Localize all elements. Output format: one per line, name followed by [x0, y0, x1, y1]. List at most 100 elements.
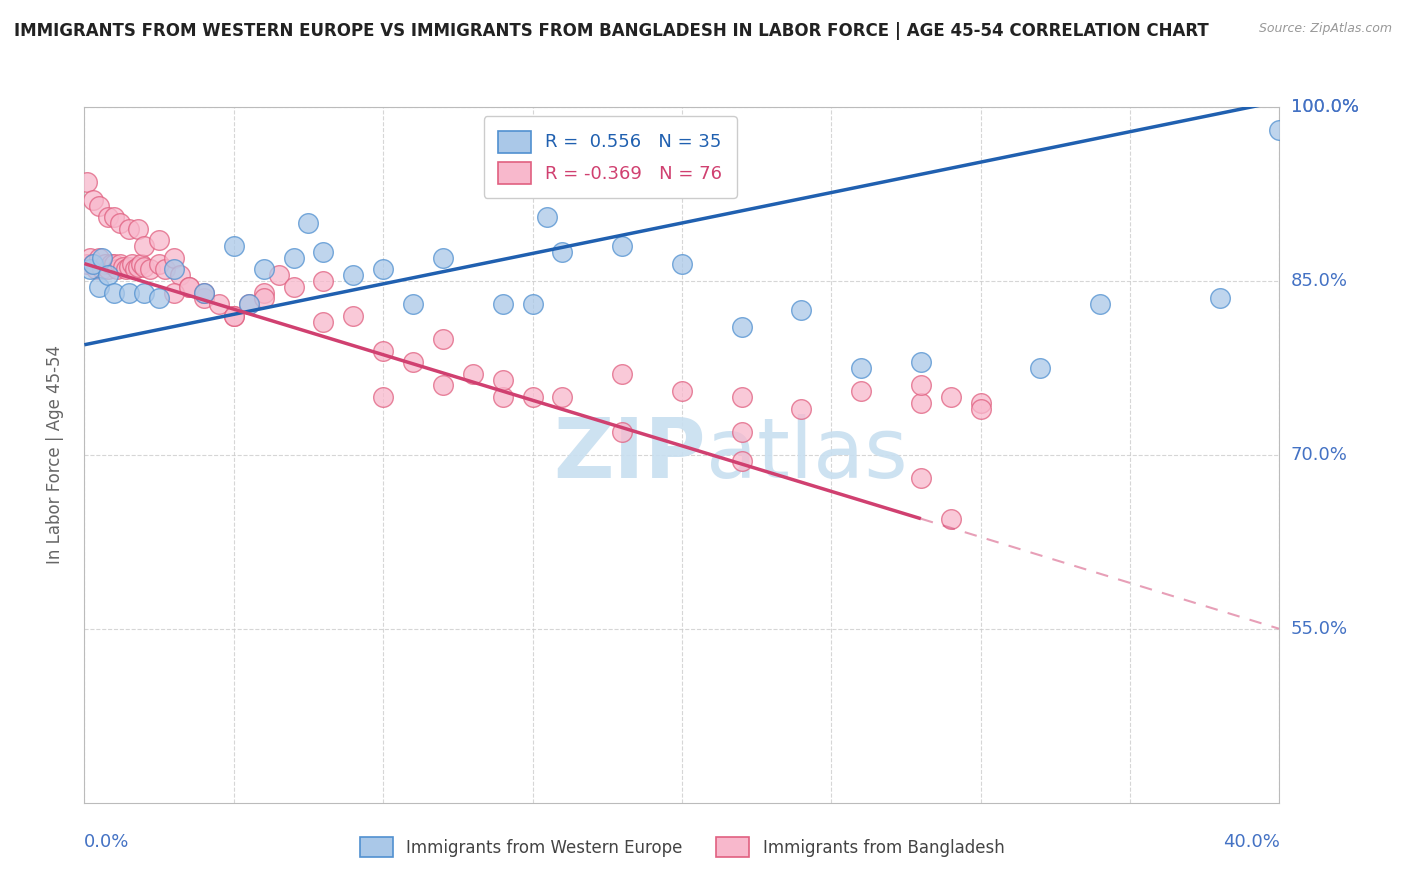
- Text: 0.0%: 0.0%: [84, 833, 129, 851]
- Point: [132, 260, 156, 274]
- Point: [536, 211, 558, 225]
- Point: [79, 262, 101, 277]
- Point: [163, 262, 186, 277]
- Point: [121, 257, 143, 271]
- Point: [132, 285, 156, 300]
- Point: [163, 285, 186, 300]
- Point: [94, 257, 117, 271]
- Point: [671, 384, 693, 398]
- Text: ZIP: ZIP: [554, 415, 706, 495]
- Text: 100.0%: 100.0%: [1291, 98, 1358, 116]
- Point: [127, 260, 149, 274]
- Text: IMMIGRANTS FROM WESTERN EUROPE VS IMMIGRANTS FROM BANGLADESH IN LABOR FORCE | AG: IMMIGRANTS FROM WESTERN EUROPE VS IMMIGR…: [14, 22, 1209, 40]
- Point: [127, 222, 149, 236]
- Point: [86, 262, 108, 277]
- Point: [97, 211, 120, 225]
- Point: [1208, 291, 1232, 305]
- Point: [253, 291, 276, 305]
- Point: [402, 297, 425, 311]
- Point: [124, 262, 146, 277]
- Point: [910, 396, 932, 410]
- Point: [103, 211, 125, 225]
- Point: [610, 239, 633, 253]
- Point: [103, 285, 125, 300]
- Point: [115, 262, 138, 277]
- Point: [492, 297, 515, 311]
- Point: [129, 257, 152, 271]
- Point: [610, 425, 633, 439]
- Point: [91, 251, 114, 265]
- Point: [89, 280, 111, 294]
- Point: [82, 193, 104, 207]
- Point: [177, 280, 200, 294]
- Point: [432, 332, 454, 346]
- Text: atlas: atlas: [706, 415, 907, 495]
- Point: [731, 453, 754, 467]
- Point: [432, 251, 454, 265]
- Point: [522, 390, 544, 404]
- Point: [82, 257, 104, 271]
- Point: [671, 257, 693, 271]
- Point: [89, 199, 111, 213]
- Point: [551, 390, 574, 404]
- Point: [177, 280, 200, 294]
- Point: [118, 222, 141, 236]
- Point: [148, 291, 170, 305]
- Point: [112, 260, 135, 274]
- Point: [163, 251, 186, 265]
- Point: [731, 425, 754, 439]
- Point: [342, 268, 364, 282]
- Point: [731, 320, 754, 334]
- Point: [371, 343, 394, 358]
- Point: [105, 262, 128, 277]
- Point: [849, 360, 872, 375]
- Point: [371, 262, 394, 277]
- Point: [1268, 123, 1291, 137]
- Point: [910, 471, 932, 485]
- Point: [849, 384, 872, 398]
- Point: [148, 257, 170, 271]
- Point: [283, 280, 305, 294]
- Point: [238, 297, 260, 311]
- Point: [139, 262, 162, 277]
- Point: [89, 251, 111, 265]
- Point: [103, 257, 125, 271]
- Point: [312, 315, 335, 329]
- Point: [100, 257, 122, 271]
- Point: [91, 262, 114, 277]
- Point: [1029, 360, 1052, 375]
- Y-axis label: In Labor Force | Age 45-54: In Labor Force | Age 45-54: [45, 345, 63, 565]
- Point: [193, 285, 215, 300]
- Point: [110, 257, 132, 271]
- Text: 85.0%: 85.0%: [1291, 272, 1347, 290]
- Point: [132, 239, 156, 253]
- Point: [790, 303, 813, 318]
- Point: [610, 367, 633, 381]
- Point: [193, 285, 215, 300]
- Point: [551, 244, 574, 259]
- Point: [97, 262, 120, 277]
- Point: [208, 297, 231, 311]
- Point: [148, 233, 170, 247]
- Point: [970, 401, 993, 416]
- Point: [118, 260, 141, 274]
- Point: [492, 390, 515, 404]
- Point: [169, 268, 191, 282]
- Point: [76, 257, 98, 271]
- Point: [283, 251, 305, 265]
- Point: [82, 257, 104, 271]
- Point: [312, 244, 335, 259]
- Point: [253, 285, 276, 300]
- Point: [297, 216, 319, 230]
- Text: 100.0%: 100.0%: [1291, 98, 1358, 116]
- Legend: Immigrants from Western Europe, Immigrants from Bangladesh: Immigrants from Western Europe, Immigran…: [353, 830, 1011, 864]
- Point: [110, 216, 132, 230]
- Point: [238, 297, 260, 311]
- Point: [731, 390, 754, 404]
- Point: [222, 239, 245, 253]
- Point: [342, 309, 364, 323]
- Point: [790, 401, 813, 416]
- Point: [118, 285, 141, 300]
- Point: [492, 372, 515, 386]
- Text: Source: ZipAtlas.com: Source: ZipAtlas.com: [1258, 22, 1392, 36]
